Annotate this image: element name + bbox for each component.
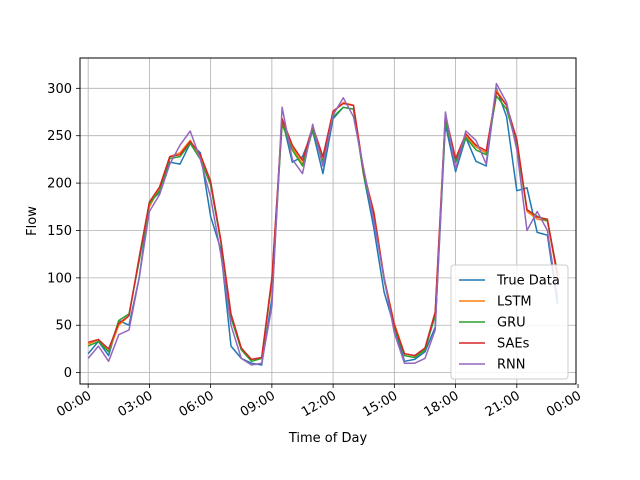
- plot-frame: [79, 57, 577, 385]
- legend-label: LSTM: [497, 295, 532, 310]
- y-tick-label: 200: [47, 177, 72, 192]
- legend: True Data LSTM GRU SAEs RNN: [450, 264, 569, 380]
- y-axis-label: Flow: [25, 206, 40, 236]
- legend-box: [450, 264, 569, 380]
- y-tick-label: 0: [64, 366, 72, 381]
- legend-label: GRU: [497, 316, 526, 331]
- legend-label: True Data: [496, 274, 560, 289]
- series-layer: [87, 82, 559, 366]
- series-line-rnn: [87, 82, 559, 366]
- y-tick-label: 300: [47, 82, 72, 97]
- y-tick-label: 250: [47, 129, 72, 144]
- y-tick-label: 150: [47, 224, 72, 239]
- legend-label: RNN: [497, 358, 525, 373]
- legend-label: SAEs: [497, 337, 530, 352]
- x-axis-label: Time of Day: [288, 431, 368, 446]
- y-tick-label: 50: [55, 319, 72, 334]
- y-tick-label: 100: [47, 271, 72, 286]
- y-axis-ticks: 0 50 100 150 200 250 300: [47, 82, 80, 381]
